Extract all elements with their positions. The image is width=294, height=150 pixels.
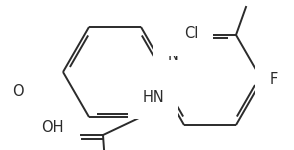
Text: Cl: Cl <box>184 27 198 42</box>
Text: F: F <box>270 72 278 87</box>
Text: HN: HN <box>142 90 164 105</box>
Text: O: O <box>12 84 24 99</box>
Text: N: N <box>168 48 179 63</box>
Text: OH: OH <box>41 120 63 135</box>
